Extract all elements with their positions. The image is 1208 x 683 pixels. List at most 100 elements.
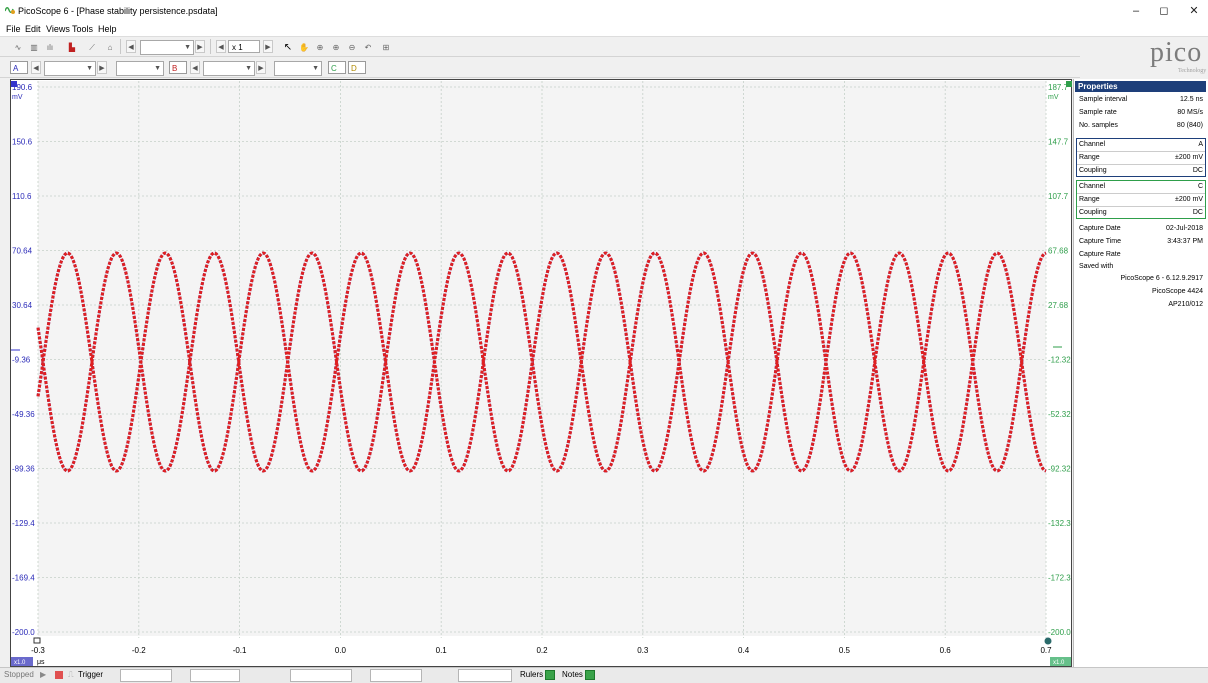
properties-title: Properties	[1075, 81, 1206, 92]
channel-c-trace	[36, 251, 1047, 473]
notes-label: Notes	[562, 670, 583, 679]
menu-views[interactable]: Views	[46, 24, 70, 34]
right-axis-tick-label: -52.32	[1048, 410, 1071, 419]
pointer-icon[interactable]: ↖	[283, 42, 293, 53]
menu-help[interactable]: Help	[98, 24, 117, 34]
channel-c-button[interactable]: C	[328, 61, 346, 74]
persistence-mode-icon[interactable]: ▥	[30, 43, 38, 52]
trigger-level-select[interactable]	[290, 669, 352, 682]
rulers-label: Rulers	[520, 670, 544, 679]
prop-c-range: Range ±200 mV	[1079, 196, 1203, 203]
left-axis-tick-label: 150.6	[12, 138, 33, 147]
minimize-button[interactable]: –	[1132, 5, 1140, 17]
home-icon[interactable]: ⌂	[107, 43, 113, 52]
channel-c-properties-box	[1076, 180, 1206, 219]
left-axis-tick-label: -9.36	[12, 356, 31, 365]
timebase-select[interactable]: ▼	[140, 40, 194, 55]
prop-no-samples: No. samples 80 (840)	[1079, 122, 1203, 129]
x-axis-tick-label: 0.7	[1040, 646, 1052, 655]
channel-a-coupling-select[interactable]: ▼	[116, 61, 164, 76]
menu-tools[interactable]: Tools	[72, 24, 94, 34]
prop-a-channel: Channel A	[1079, 141, 1203, 148]
channel-b-left-arrow[interactable]: ◀	[190, 61, 200, 74]
right-axis-tick-label: -132.3	[1048, 519, 1071, 528]
notes-toggle[interactable]	[585, 670, 595, 680]
right-axis-tick-label: -200.0	[1048, 628, 1071, 637]
x-axis-tick-label: 0.5	[839, 646, 851, 655]
zoom-select[interactable]: x 1	[228, 40, 260, 53]
prop-a-range: Range ±200 mV	[1079, 154, 1203, 161]
channel-d-button[interactable]: D	[348, 61, 366, 74]
left-axis-tick-label: -129.4	[12, 519, 35, 528]
channel-c-offset-marker	[1066, 81, 1072, 87]
rulers-toggle[interactable]	[545, 670, 555, 680]
trigger-mode-select[interactable]	[120, 669, 172, 682]
x-axis-tick-label: 0.0	[335, 646, 347, 655]
menu-file[interactable]: File	[6, 24, 21, 34]
x-scale-badge-right-text: x1.0	[1053, 660, 1065, 666]
channel-b-range-select[interactable]: ▼	[203, 61, 255, 76]
undo-zoom-icon[interactable]: ↶	[364, 43, 372, 52]
channel-a-right-arrow[interactable]: ▶	[97, 61, 107, 74]
prop-sample-rate: Sample rate 80 MS/s	[1079, 109, 1203, 116]
trigger-source-select[interactable]	[190, 669, 240, 682]
channel-b-coupling-select[interactable]: ▼	[274, 61, 322, 76]
prop-saved-with: Saved with	[1079, 263, 1114, 270]
divider	[1077, 164, 1205, 165]
channel-a-range-select[interactable]: ▼	[44, 61, 96, 76]
channel-a-button[interactable]: A	[10, 61, 28, 74]
hand-icon[interactable]: ✋	[299, 43, 309, 52]
scope-mode-icon[interactable]: ∿	[14, 43, 22, 52]
maximize-button[interactable]: ◻	[1159, 5, 1169, 17]
x-axis-tick-label: -0.1	[233, 646, 247, 655]
toolbar-separator	[210, 39, 211, 54]
x-axis-tick-label: 0.1	[436, 646, 448, 655]
oscilloscope-plot[interactable]: 190.6 150.6 110.6 70.64 30.64 -9.36 -49.36 -89.…	[10, 79, 1072, 667]
spectrum-mode-icon[interactable]: ılı	[46, 43, 54, 52]
start-button[interactable]: ▶	[40, 670, 47, 679]
x-axis-tick-label: 0.3	[637, 646, 649, 655]
prop-c-coupling: Coupling DC	[1079, 209, 1203, 216]
zoom-out-icon[interactable]: ⊖	[348, 43, 356, 52]
zoom-fit-icon[interactable]: ⊞	[382, 43, 390, 52]
trigger-position-select[interactable]	[370, 669, 422, 682]
x-axis-tick-label: -0.3	[31, 646, 45, 655]
channel-a-offset-marker	[11, 81, 17, 87]
right-axis-tick-label: -172.3	[1048, 574, 1071, 583]
probe-icon[interactable]: ⟋	[89, 43, 95, 52]
left-axis-tick-label: -49.36	[12, 410, 35, 419]
close-button[interactable]: ✕	[1189, 5, 1199, 17]
pico-logo-subtext: Technology	[1178, 68, 1207, 74]
right-axis-tick-label: 187.7	[1048, 83, 1069, 92]
divider	[1077, 151, 1205, 152]
stop-button[interactable]	[55, 671, 63, 679]
x-axis-unit: μs	[37, 659, 45, 666]
x-scale-badge-left-text: x1.0	[14, 660, 26, 666]
timebase-right-arrow[interactable]: ▶	[195, 40, 205, 53]
timebase-left-arrow[interactable]: ◀	[126, 40, 136, 53]
channel-b-right-arrow[interactable]: ▶	[256, 61, 266, 74]
right-axis-tick-label: 67.68	[1048, 247, 1069, 256]
right-axis-tick-label: -92.32	[1048, 465, 1071, 474]
zoom-area-icon[interactable]: ⊕	[332, 43, 340, 52]
channel-options-icon[interactable]: ▙	[68, 43, 76, 52]
zoom-right-arrow[interactable]: ▶	[263, 40, 273, 53]
divider	[1077, 206, 1205, 207]
x-axis-tick-label: -0.2	[132, 646, 146, 655]
trigger-delay-select[interactable]	[458, 669, 512, 682]
trigger-end-marker	[1044, 637, 1052, 645]
window-title: PicoScope 6 - [Phase stability persisten…	[18, 6, 218, 16]
zoom-in-icon[interactable]: ⊕	[316, 43, 324, 52]
run-state-label: Stopped	[4, 670, 34, 679]
left-axis-tick-label: 190.6	[12, 83, 33, 92]
menu-bar	[0, 22, 1208, 37]
prop-a-coupling: Coupling DC	[1079, 167, 1203, 174]
x-scale-badge-left	[11, 657, 33, 666]
zoom-left-arrow[interactable]: ◀	[216, 40, 226, 53]
channel-toolbar	[0, 58, 1080, 78]
menu-edit[interactable]: Edit	[25, 24, 41, 34]
channel-a-properties-box	[1076, 138, 1206, 177]
channel-a-left-arrow[interactable]: ◀	[31, 61, 41, 74]
left-axis-tick-label: -169.4	[12, 574, 35, 583]
channel-b-button[interactable]: B	[169, 61, 187, 74]
